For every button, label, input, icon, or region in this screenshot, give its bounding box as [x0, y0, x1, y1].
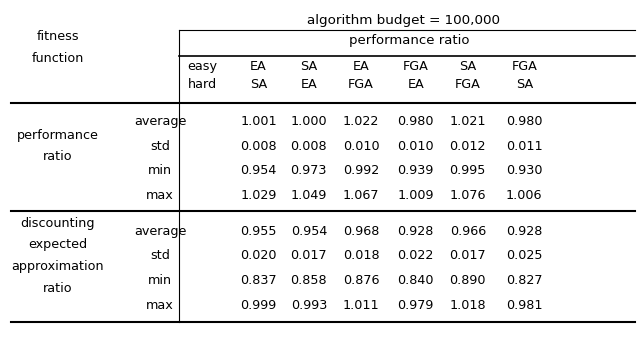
- Text: 0.966: 0.966: [450, 225, 486, 238]
- Text: 1.006: 1.006: [506, 189, 543, 202]
- Text: max: max: [146, 299, 174, 312]
- Text: 0.876: 0.876: [343, 274, 380, 287]
- Text: EA: EA: [407, 78, 424, 91]
- Text: EA: EA: [353, 60, 369, 73]
- Text: 0.995: 0.995: [449, 165, 486, 177]
- Text: FGA: FGA: [511, 60, 537, 73]
- Text: 1.021: 1.021: [449, 115, 486, 128]
- Text: 0.890: 0.890: [449, 274, 486, 287]
- Text: discounting: discounting: [20, 217, 95, 230]
- Text: 1.009: 1.009: [397, 189, 434, 202]
- Text: FGA: FGA: [348, 78, 374, 91]
- Text: 0.981: 0.981: [506, 299, 543, 312]
- Text: easy: easy: [187, 60, 217, 73]
- Text: 1.022: 1.022: [343, 115, 379, 128]
- Text: 0.999: 0.999: [241, 299, 276, 312]
- Text: 0.010: 0.010: [342, 140, 380, 153]
- Text: function: function: [31, 52, 84, 65]
- Text: SA: SA: [516, 78, 533, 91]
- Text: 0.993: 0.993: [291, 299, 327, 312]
- Text: min: min: [148, 274, 172, 287]
- Text: 0.992: 0.992: [343, 165, 379, 177]
- Text: 0.022: 0.022: [397, 249, 434, 262]
- Text: min: min: [148, 165, 172, 177]
- Text: average: average: [134, 225, 186, 238]
- Text: performance ratio: performance ratio: [349, 34, 470, 47]
- Text: 0.837: 0.837: [240, 274, 277, 287]
- Text: algorithm budget = 100,000: algorithm budget = 100,000: [307, 14, 500, 27]
- Text: 0.017: 0.017: [449, 249, 486, 262]
- Text: 1.001: 1.001: [240, 115, 277, 128]
- Text: FGA: FGA: [455, 78, 481, 91]
- Text: 0.008: 0.008: [240, 140, 277, 153]
- Text: 1.029: 1.029: [241, 189, 276, 202]
- Text: 1.018: 1.018: [449, 299, 486, 312]
- Text: 1.076: 1.076: [449, 189, 486, 202]
- Text: expected: expected: [28, 238, 87, 251]
- Text: 0.017: 0.017: [291, 249, 327, 262]
- Text: 1.011: 1.011: [342, 299, 380, 312]
- Text: 0.980: 0.980: [397, 115, 434, 128]
- Text: 0.979: 0.979: [397, 299, 434, 312]
- Text: 0.008: 0.008: [291, 140, 327, 153]
- Text: hard: hard: [188, 78, 216, 91]
- Text: max: max: [146, 189, 174, 202]
- Text: 0.840: 0.840: [397, 274, 434, 287]
- Text: 0.018: 0.018: [342, 249, 380, 262]
- Text: SA: SA: [250, 78, 268, 91]
- Text: 0.939: 0.939: [397, 165, 434, 177]
- Text: ratio: ratio: [43, 282, 72, 294]
- Text: 0.010: 0.010: [397, 140, 434, 153]
- Text: 0.968: 0.968: [343, 225, 379, 238]
- Text: FGA: FGA: [403, 60, 429, 73]
- Text: 0.020: 0.020: [241, 249, 277, 262]
- Text: std: std: [150, 140, 170, 153]
- Text: ratio: ratio: [43, 150, 72, 163]
- Text: approximation: approximation: [12, 260, 104, 273]
- Text: 0.954: 0.954: [291, 225, 327, 238]
- Text: 0.930: 0.930: [506, 165, 543, 177]
- Text: SA: SA: [459, 60, 476, 73]
- Text: EA: EA: [250, 60, 267, 73]
- Text: std: std: [150, 249, 170, 262]
- Text: SA: SA: [300, 60, 317, 73]
- Text: 0.973: 0.973: [291, 165, 327, 177]
- Text: 0.928: 0.928: [397, 225, 434, 238]
- Text: average: average: [134, 115, 186, 128]
- Text: 0.954: 0.954: [241, 165, 276, 177]
- Text: 0.827: 0.827: [506, 274, 543, 287]
- Text: performance: performance: [17, 129, 99, 142]
- Text: 0.011: 0.011: [506, 140, 543, 153]
- Text: 1.067: 1.067: [343, 189, 380, 202]
- Text: 0.012: 0.012: [449, 140, 486, 153]
- Text: fitness: fitness: [36, 30, 79, 43]
- Text: EA: EA: [300, 78, 317, 91]
- Text: 0.928: 0.928: [506, 225, 543, 238]
- Text: 0.955: 0.955: [241, 225, 277, 238]
- Text: 0.858: 0.858: [291, 274, 327, 287]
- Text: 0.980: 0.980: [506, 115, 543, 128]
- Text: 0.025: 0.025: [506, 249, 543, 262]
- Text: 1.049: 1.049: [291, 189, 327, 202]
- Text: 1.000: 1.000: [291, 115, 327, 128]
